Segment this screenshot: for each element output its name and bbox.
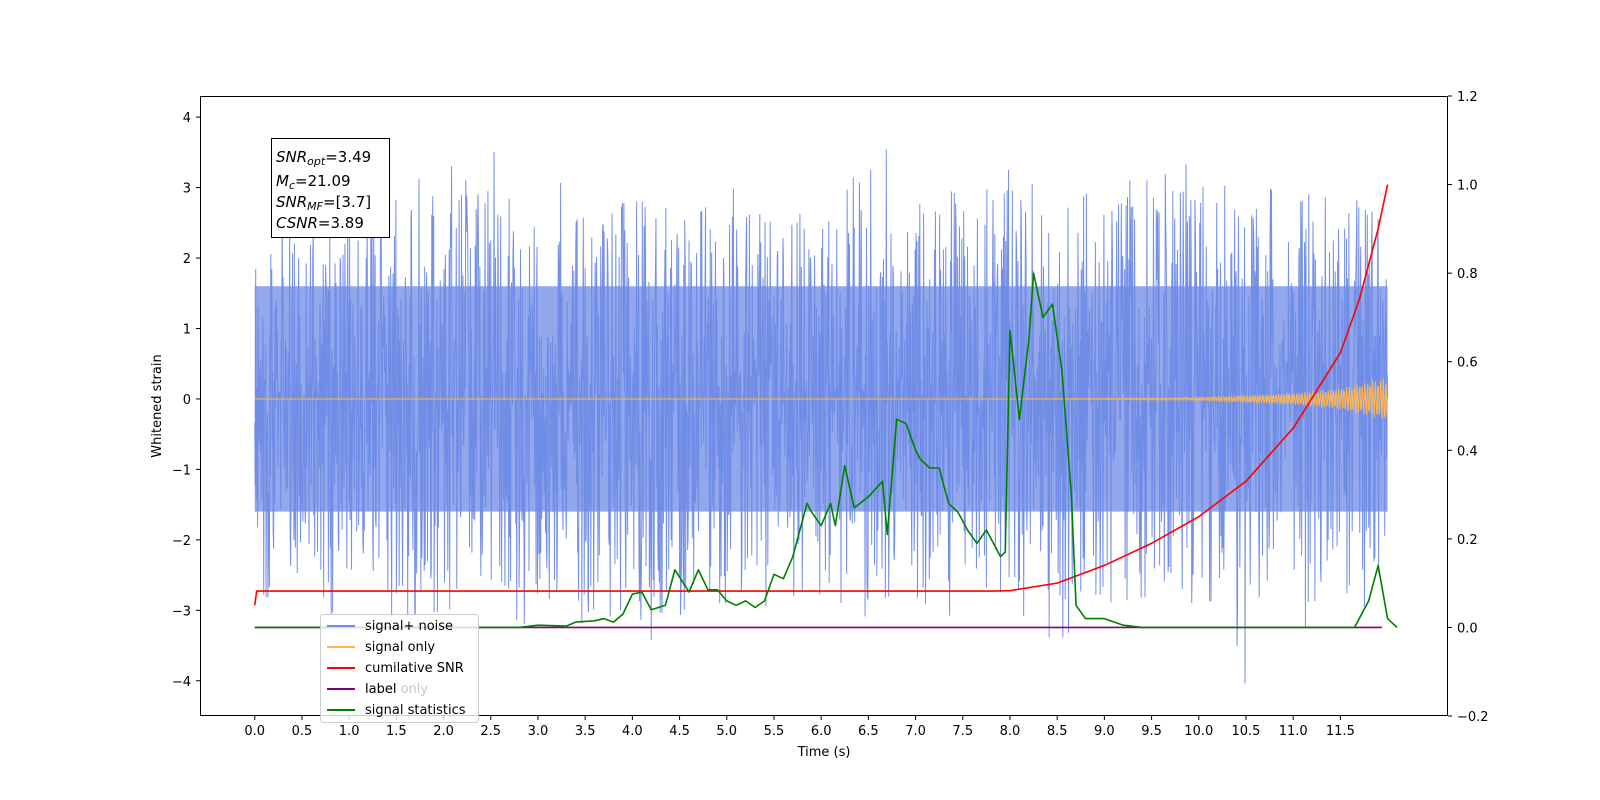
- y-tick-label: −2: [172, 534, 191, 549]
- legend-item-signal-only: signal only: [327, 640, 435, 655]
- x-tick-label: 1.0: [339, 724, 360, 739]
- x-tick-label: 5.0: [716, 724, 737, 739]
- y2-tick-label: 1.2: [1457, 90, 1478, 105]
- legend-item-signal-noise: signal+ noise: [327, 619, 453, 634]
- x-tick-label: 2.5: [480, 724, 501, 739]
- x-tick-label: 5.5: [764, 724, 785, 739]
- y2-tick-label: 1.0: [1457, 179, 1478, 194]
- legend-label-signal-noise: signal+ noise: [365, 619, 453, 634]
- x-tick-label: 9.5: [1141, 724, 1162, 739]
- y2-tick-label: −0.2: [1457, 710, 1489, 725]
- y2-tick-label: 0.4: [1457, 444, 1478, 459]
- x-tick-label: 10.5: [1232, 724, 1261, 739]
- x-axis-ticks: 0.0 0.5 1.0 1.5 2.0 2.5 3.0 3.5 4.0 4.5 5.0 5.5 6.0 6…: [244, 716, 1355, 739]
- y2-axis-ticks: 1.2 1.0 0.8 0.6 0.4 0.2 0.0 −0.2: [1448, 90, 1489, 725]
- x-tick-label: 7.0: [905, 724, 926, 739]
- stats-box-frame: [271, 138, 390, 238]
- series-layer: [253, 149, 1398, 684]
- x-tick-label: 8.0: [1000, 724, 1021, 739]
- y2-tick-label: 0.8: [1457, 267, 1478, 282]
- stats-annotation-box: SNRopt=3.49 Mc=21.09 SNRMF=[3.7] CSNR=3.…: [271, 138, 390, 238]
- signal-statistics-line: [254, 272, 1398, 629]
- y-tick-label: 3: [183, 182, 191, 197]
- legend-item-label: label only label: [327, 682, 428, 697]
- cumulative-snr-line: [253, 184, 1389, 606]
- x-tick-label: 2.0: [433, 724, 454, 739]
- y2-tick-label: 0.2: [1457, 533, 1478, 548]
- y-tick-label: 2: [183, 252, 191, 267]
- y-tick-label: −3: [172, 604, 191, 619]
- legend-label-signal-statistics: signal statistics: [365, 703, 466, 718]
- annotation-snr-mf: SNRMF=[3.7]: [276, 193, 371, 213]
- legend-label-label-only-ghost: label only: [365, 682, 428, 697]
- y-tick-label: −4: [172, 675, 191, 690]
- y-tick-label: 1: [183, 323, 191, 338]
- legend-frame: [320, 614, 479, 723]
- signal-only-line: [254, 379, 1389, 419]
- x-tick-label: 4.0: [622, 724, 643, 739]
- annotation-chirp-mass: Mc=21.09: [276, 172, 351, 192]
- x-tick-label: 6.5: [858, 724, 879, 739]
- x-tick-label: 0.0: [244, 724, 265, 739]
- legend: signal+ noise signal only cumilative SNR…: [320, 614, 479, 723]
- legend-label-label: label: [365, 682, 396, 697]
- annotation-csnr: CSNR=3.89: [276, 214, 364, 232]
- x-tick-label: 9.0: [1094, 724, 1115, 739]
- y-tick-label: −1: [172, 463, 191, 478]
- x-tick-label: 11.5: [1326, 724, 1355, 739]
- x-axis-label: Time (s): [797, 745, 851, 760]
- x-tick-label: 1.5: [386, 724, 407, 739]
- legend-item-cumulative-snr: cumilative SNR: [327, 661, 464, 676]
- x-tick-label: 0.5: [292, 724, 313, 739]
- y-tick-label: 0: [183, 393, 191, 408]
- plot-frame: [200, 96, 1448, 716]
- legend-item-signal-statistics: signal statistics: [327, 703, 466, 718]
- x-tick-label: 11.0: [1279, 724, 1308, 739]
- y-axis-label: Whitened strain: [150, 354, 165, 457]
- x-tick-label: 6.0: [811, 724, 832, 739]
- x-tick-label: 7.5: [952, 724, 973, 739]
- legend-label-cumulative-snr: cumilative SNR: [365, 661, 464, 676]
- y-axis-ticks: 4 3 2 1 0 −1 −2 −3 −4: [172, 111, 200, 690]
- legend-label-signal-only: signal only: [365, 640, 435, 655]
- x-tick-label: 3.5: [575, 724, 596, 739]
- x-tick-label: 10.0: [1184, 724, 1213, 739]
- x-tick-label: 8.5: [1047, 724, 1068, 739]
- y2-tick-label: 0.0: [1457, 621, 1478, 636]
- y2-tick-label: 0.6: [1457, 356, 1478, 371]
- annotation-snr-opt: SNRopt=3.49: [276, 148, 371, 168]
- x-tick-label: 3.0: [528, 724, 549, 739]
- y-tick-label: 4: [183, 111, 191, 126]
- x-tick-label: 4.5: [669, 724, 690, 739]
